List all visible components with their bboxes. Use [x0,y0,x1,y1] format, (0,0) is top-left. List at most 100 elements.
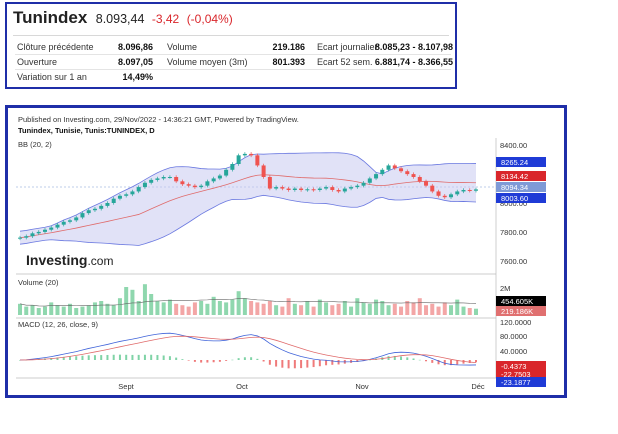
candle-body [117,195,122,199]
price-badge: 8003.60 [501,194,528,203]
candle-body [149,179,154,183]
volume-bar [261,303,266,315]
macd-histogram-bar [125,354,128,360]
candle-body [330,187,335,190]
volume-bar [311,306,316,315]
volume-bar [92,302,97,315]
candle-body [286,188,291,190]
macd-histogram-bar [200,360,203,363]
volume-bar [330,305,335,315]
candle-body [324,187,329,189]
volume-bar [236,291,241,315]
candle-body [336,190,341,192]
candle-body [449,194,454,198]
volume-bar [405,301,410,315]
candle-body [411,174,416,177]
row-divider [15,69,451,70]
macd-histogram-bar [456,360,459,365]
candle-body [474,189,478,191]
price-tick-label: 8000.00 [500,199,527,208]
candle-body [180,181,185,185]
candle-body [211,178,216,182]
macd-histogram-bar [81,355,84,360]
volume-bar [380,301,385,315]
macd-histogram-bar [318,360,321,367]
candle-body [436,191,441,196]
macd-histogram-bar [225,360,228,361]
volume-bar [18,303,22,315]
macd-badge: -22.7503 [501,370,531,379]
macd-histogram-bar [75,356,78,360]
macd-histogram-bar [143,354,146,360]
macd-histogram-bar [56,357,59,360]
volume-bar [86,305,91,315]
value-1yr-change: 14,49% [122,72,153,82]
volume-bar [36,308,41,315]
bb-label: BB (20, 2) [18,140,52,149]
volume-bar [436,306,441,315]
candle-body [30,233,35,237]
macd-badge: -23.1877 [501,378,531,387]
volume-bar [42,306,47,315]
volume-label: Volume (20) [18,278,59,287]
index-name: Tunindex [13,8,88,27]
volume-bar [292,303,297,315]
candle-body [461,190,466,192]
volume-bar [180,305,185,315]
candle-body [105,203,110,206]
candle-body [92,208,97,211]
axis-badges: 8265.24 8134.42 8094.34 8003.60 454.605K219.… [496,157,546,387]
volume-bar [136,301,141,315]
macd-histogram-bar [131,354,134,360]
candle-body [399,168,404,172]
candle-body [217,175,222,179]
macd-histogram-bar [450,360,453,366]
macd-histogram-bar [137,354,140,360]
volume-bar [455,299,460,315]
volume-bar [399,306,404,315]
volume-bar [280,306,285,315]
band-area [20,152,476,246]
macd-histogram-bar [300,360,303,369]
candle-body [205,181,210,186]
volume-bar [274,305,279,315]
candle-body [249,153,254,156]
signal-line [19,335,477,364]
macd-histogram-bar [431,360,434,363]
price-tick-label: 8400.00 [500,141,527,150]
macd-histogram-bar [168,356,171,360]
volume-bar [467,308,472,315]
macd-histogram-bar [468,360,471,364]
macd-histogram-bar [412,358,415,360]
candle-body [155,178,160,180]
candle-body [99,205,104,209]
candle-body [236,155,241,164]
time-axis-labels: Sept Oct Nov Déc [118,382,485,391]
candle-body [167,177,172,178]
candle-body [317,188,322,190]
volume-bar [461,306,466,315]
macd-badge: -0.4373 [501,362,526,371]
volume-bar [155,301,160,315]
volume-bar [167,299,172,315]
volume-bar [286,298,291,315]
volume-bar [349,306,354,315]
volume-bar [305,301,310,315]
candle-body [55,224,60,228]
candle-body [36,231,41,234]
macd-badge-bg [496,361,546,371]
macd-histogram-bar [268,360,271,365]
macd-histogram-bar [462,360,465,364]
candle-body [242,153,247,156]
value-previous-close: 8.096,86 [117,42,153,52]
volume-bar [30,305,35,315]
watermark-logo: Investing.com [26,252,113,268]
volume-bar [411,302,416,315]
volume-tick-label: 2M [500,284,510,293]
label-day-range: Ecart journalier [317,42,378,52]
macd-histogram-bar [250,357,253,360]
macd-histogram-bar [162,355,165,360]
volume-bar [205,303,210,315]
macd-histogram-bar [443,360,446,366]
price-chart-panel: Published on Investing.com, 29/Nov/2022 … [5,105,567,398]
